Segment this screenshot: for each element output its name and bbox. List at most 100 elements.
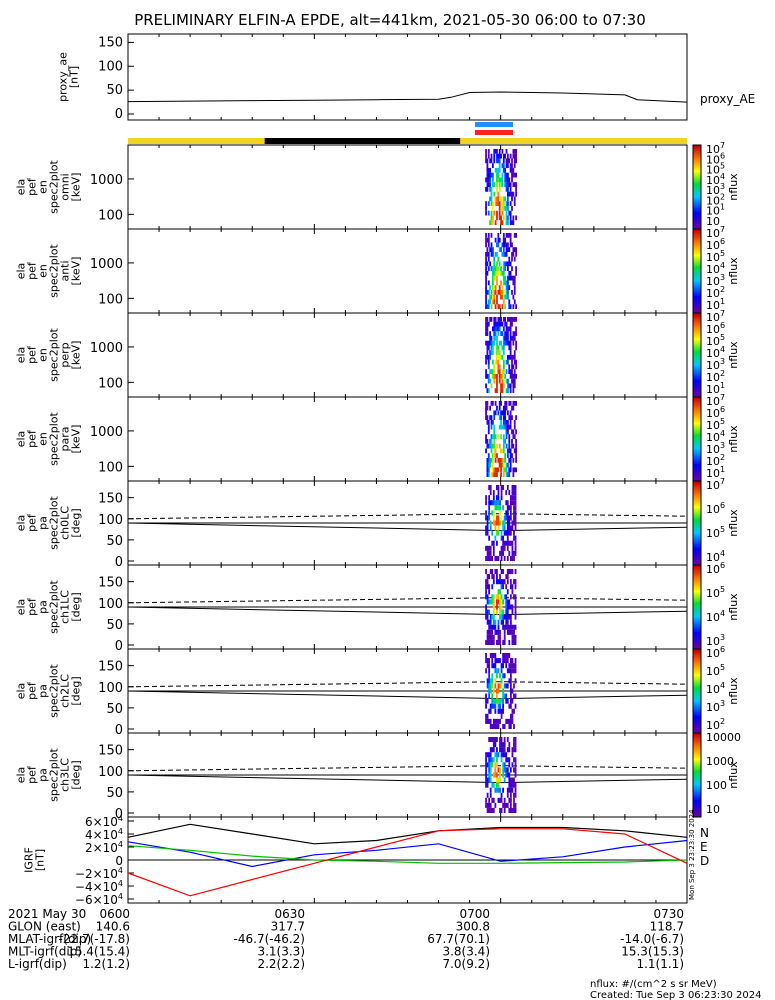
panel-4-spectrogram-pixel: [512, 457, 515, 463]
panel-6-colorbar-segment: [693, 583, 701, 587]
panel-2-spectrogram-pixel: [493, 275, 496, 281]
panel-3-colorbar-segment: [693, 376, 701, 379]
panel-1-spectrogram-pixel: [505, 205, 508, 211]
panel-5-ylabel-line: [deg]: [70, 508, 83, 537]
panel-5-spectrogram-pixel: [513, 550, 515, 556]
panel-5-colorbar-segment: [693, 533, 701, 537]
panel-8-spectrogram-pixel: [500, 807, 503, 813]
panel-2-spectrogram-pixel: [507, 289, 509, 295]
panel-5-spectrogram-pixel: [506, 520, 509, 526]
panel-6-spectrogram-pixel: [497, 594, 500, 600]
panel-5-spectrogram-pixel: [500, 515, 503, 521]
panel-8-spectrogram-pixel: [491, 762, 494, 768]
panel-5-colorbar-segment: [693, 544, 701, 547]
panel-1-colorbar-segment: [693, 166, 701, 169]
panel-4-spectrogram-pixel: [500, 410, 502, 416]
panel-6-anti-loss-cone-line: [127, 597, 688, 604]
panel-1-spectrogram-pixel: [497, 158, 500, 164]
panel-7-spectrogram-pixel: [486, 718, 489, 724]
panel-3-ylabel-line: perp: [59, 342, 72, 367]
panel-5-spectrogram-pixel: [491, 555, 494, 561]
panel-3-spectrogram-pixel: [498, 364, 501, 370]
panel-1-spectrogram-pixel: [507, 215, 509, 221]
panel-4-colorbar-segment: [693, 445, 701, 448]
panel-1-spectrogram-pixel: [489, 220, 492, 225]
panel-4-colorbar-segment: [693, 455, 701, 459]
panel-4-spectrogram-pixel: [511, 429, 513, 435]
panel-8-spectrogram-pixel: [499, 767, 501, 773]
panel-6-spectrogram-pixel: [492, 639, 495, 645]
panel-3-ylabel-line: spec2plot: [48, 328, 61, 382]
panel-5-spectrogram-pixel: [503, 525, 506, 531]
panel-8-spectrogram-pixel: [503, 777, 506, 783]
panel-3-colorbar-segment: [693, 369, 701, 373]
panel-7-spectrogram-pixel: [499, 708, 501, 714]
panel-2-spectrogram-pixel: [508, 299, 511, 305]
panel-2-spectrogram-pixel: [502, 251, 505, 257]
panel-2-spectrogram-pixel: [496, 275, 498, 281]
panel-5-colorbar-segment: [693, 560, 701, 564]
panel-8-spectrogram-pixel: [499, 742, 501, 748]
panel-6-spectrogram-pixel: [485, 604, 487, 610]
panel-2-spectrogram-pixel: [497, 289, 500, 295]
panel-7-colorbar-segment: [693, 682, 701, 686]
panel-4-colorbar-segment: [693, 411, 701, 415]
panel-6-spectrogram-pixel: [496, 574, 498, 580]
panel-5-spectrogram-pixel: [496, 505, 498, 511]
panel-1-spectrogram-pixel: [513, 158, 516, 164]
panel-1-spectrogram-pixel: [515, 153, 518, 159]
panel-5-spectrogram-pixel: [505, 500, 508, 506]
igrf-legend-E: E: [700, 840, 708, 854]
panel-1-spectrogram-pixel: [501, 201, 504, 206]
panel-3-colorbar-segment: [693, 384, 701, 387]
panel-2-colorbar-segment: [693, 235, 701, 238]
panel-7-spectrogram-pixel: [508, 718, 511, 724]
panel-4-spectrogram-pixel: [500, 457, 502, 463]
panel-5-spectrogram-pixel: [509, 495, 512, 501]
panel-4-spectrogram-pixel: [505, 434, 508, 439]
panel-3-spectrogram-pixel: [486, 354, 489, 360]
panel-4-colorbar-segment: [693, 462, 701, 465]
panel-2-spectrogram-pixel: [504, 280, 507, 286]
panel-5-colorbar-label: nflux: [727, 509, 740, 537]
panel-1-ytick: 100: [98, 208, 123, 223]
panel-3-spectrogram-pixel: [508, 326, 511, 332]
panel-3-spectrogram-pixel: [496, 345, 498, 351]
panel-7-spectrogram-pixel: [491, 723, 494, 729]
panel-3-spectrogram-pixel: [491, 326, 494, 332]
panel-2-spectrogram-pixel: [502, 270, 505, 276]
panel-5-spectrogram-pixel: [514, 490, 517, 496]
panel-1-colorbar-segment: [693, 210, 701, 213]
panel-2-colorbar-segment: [693, 310, 701, 314]
panel-7-colorbar-segment: [693, 672, 701, 675]
panel-2-spectrogram-pixel: [491, 247, 494, 252]
panel-4-spectrogram-pixel: [507, 424, 509, 430]
panel-6-spectrogram-pixel: [506, 589, 509, 595]
panel-6-spectrogram-pixel: [508, 569, 511, 575]
panel-4-spectrogram-pixel: [494, 457, 497, 463]
panel-4-spectrogram-pixel: [486, 438, 489, 444]
panel-8-spectrogram-pixel: [509, 777, 512, 783]
panel-6-spectrogram-pixel: [503, 594, 506, 600]
panel-6-spectrogram-pixel: [502, 619, 505, 625]
panel-3-spectrogram-pixel: [485, 354, 487, 360]
panel-6-colorbar-tick: 105: [706, 585, 725, 600]
panel-3-ylabel-line: ela: [15, 347, 28, 364]
panel-6-spectrogram-pixel: [508, 599, 511, 605]
footer-row-1-label: GLON (east): [8, 920, 81, 934]
panel-5-spectrogram-pixel: [491, 500, 494, 506]
panel-7-colorbar-tick: 104: [706, 681, 725, 696]
panel-4-spectrogram-pixel: [511, 405, 513, 411]
panel-5-spectrogram-pixel: [511, 540, 514, 546]
panel-3-spectrogram-pixel: [509, 373, 512, 379]
panel-5-spectrogram-pixel: [513, 520, 515, 526]
panel-8-spectrogram-pixel: [489, 757, 492, 763]
panel-7-spectrogram-pixel: [508, 668, 511, 674]
panel-8-spectrogram-pixel: [513, 747, 515, 753]
panel-5-colorbar-segment: [693, 512, 701, 516]
panel-3-spectrogram-pixel: [511, 359, 513, 365]
panel-1-spectrogram-pixel: [493, 191, 496, 197]
panel-8-spectrogram-pixel: [491, 757, 494, 763]
panel-8-spectrogram-pixel: [494, 742, 497, 748]
panel-4-spectrogram-pixel: [490, 434, 493, 439]
